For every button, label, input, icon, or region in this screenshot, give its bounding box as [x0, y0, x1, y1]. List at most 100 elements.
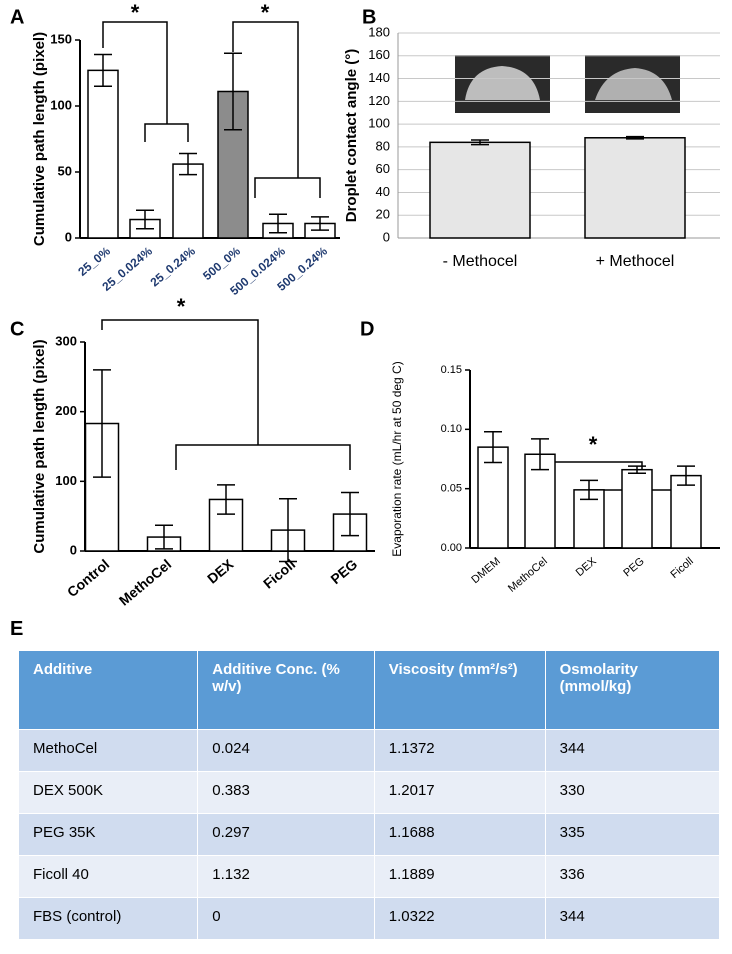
panel-label: C: [10, 318, 24, 340]
x-tick-label: DMEM: [469, 555, 502, 586]
table-cell: DEX 500K: [17, 771, 199, 814]
y-axis-label: Cumulative path length (pixel): [31, 339, 48, 553]
y-tick-label: 100: [368, 116, 390, 131]
y-tick-label: 40: [376, 184, 390, 199]
y-axis-label: Evaporation rate (mL/hr at 50 deg C): [390, 361, 404, 556]
panel-label: D: [360, 318, 374, 340]
error-bar: [580, 479, 598, 501]
significance-star: *: [131, 0, 140, 25]
panel-label: E: [10, 618, 24, 640]
table-cell: 1.0322: [373, 897, 546, 940]
error-bar: [484, 430, 502, 464]
y-tick-label: 0.05: [441, 483, 462, 495]
y-tick-label: 200: [55, 403, 77, 418]
error-bar: [626, 135, 644, 140]
significance-star: *: [261, 0, 270, 25]
table-row: DEX 500K 0.383 1.2017 330: [17, 771, 721, 814]
header-cell: Viscosity (mm²/s²): [373, 650, 546, 730]
error-bar: [279, 498, 297, 563]
error-bar: [155, 524, 173, 550]
significance-star: *: [589, 432, 598, 457]
header-cell: Additive Conc. (% w/v): [197, 650, 375, 730]
table-cell: 1.1688: [373, 813, 546, 856]
error-bar: [471, 139, 489, 146]
table-cell: 1.132: [197, 855, 375, 898]
x-tick-label: Control: [64, 556, 112, 600]
bar: [87, 69, 119, 239]
y-tick-label: 120: [368, 93, 390, 108]
error-bar: [628, 465, 646, 474]
table-row: MethoCel 0.024 1.1372 344: [17, 729, 721, 772]
x-tick-label: DEX: [204, 555, 237, 586]
x-tick-label: 25_0.24%: [148, 244, 199, 290]
table-cell: Ficoll 40: [17, 855, 199, 898]
table-cell: MethoCel: [17, 729, 199, 772]
table-cell: 1.1372: [373, 729, 546, 772]
x-tick-label: 25_0%: [75, 244, 113, 279]
error-bar: [269, 213, 287, 234]
y-tick-label: 140: [368, 70, 390, 85]
y-tick-label: 160: [368, 47, 390, 62]
y-axis-label: Droplet contact angle (°): [343, 49, 360, 223]
error-bar: [677, 465, 695, 486]
header-row: Additive Additive Conc. (% w/v) Viscosity …: [17, 650, 721, 730]
error-bar: [341, 491, 359, 537]
table-cell: 335: [544, 813, 721, 856]
y-tick-label: 100: [55, 473, 77, 488]
panel-label: A: [10, 6, 24, 28]
table-body: MethoCel 0.024 1.1372 344 DEX 500K 0.383 1.201…: [17, 729, 721, 940]
y-tick-label: 0: [65, 229, 72, 244]
table-cell: 0: [197, 897, 375, 940]
table-cell: 1.1889: [373, 855, 546, 898]
panel-label: B: [362, 6, 376, 28]
additive-table: Additive Additive Conc. (% w/v) Viscosity …: [17, 650, 721, 940]
x-tick-label: PEG: [327, 556, 360, 587]
table-cell: 330: [544, 771, 721, 814]
table-cell: PEG 35K: [17, 813, 199, 856]
table-row: FBS (control) 0 1.0322 344: [17, 897, 721, 940]
x-tick-label: DEX: [574, 555, 600, 579]
x-tick-label: 500_0%: [200, 244, 243, 283]
x-tick-label: MethoCel: [116, 556, 175, 609]
bar: [172, 163, 204, 239]
table-cell: FBS (control): [17, 897, 199, 940]
bar: [621, 468, 653, 549]
table-cell: 0.297: [197, 813, 375, 856]
table-cell: 0.024: [197, 729, 375, 772]
table-cell: 344: [544, 729, 721, 772]
table-cell: 336: [544, 855, 721, 898]
y-tick-label: 0.15: [441, 364, 462, 376]
error-bar: [93, 369, 111, 478]
y-tick-label: 300: [55, 333, 77, 348]
error-bar: [224, 52, 242, 131]
droplet-photos: [455, 55, 680, 113]
header-cell: Osmolarity (mmol/kg): [544, 650, 721, 730]
bar: [584, 137, 686, 239]
y-axis-label: Cumulative path length (pixel): [31, 32, 48, 246]
y-tick-label: 0.10: [441, 423, 462, 435]
significance-star: *: [177, 294, 186, 319]
y-tick-label: 20: [376, 207, 390, 222]
y-tick-label: 180: [368, 24, 390, 39]
table-cell: 1.2017: [373, 771, 546, 814]
table-cell: 344: [544, 897, 721, 940]
x-tick-label: MethoCel: [506, 555, 550, 594]
header-cell: Additive: [17, 650, 199, 730]
error-bar: [217, 484, 235, 515]
table-row: PEG 35K 0.297 1.1688 335: [17, 813, 721, 856]
x-tick-label: + Methocel: [596, 253, 675, 270]
error-bar: [179, 152, 197, 176]
error-bar: [94, 53, 112, 87]
y-tick-label: 80: [376, 138, 390, 153]
y-tick-label: 100: [50, 97, 72, 112]
y-tick-label: 50: [58, 163, 72, 178]
error-bar: [311, 216, 329, 231]
bar: [670, 474, 702, 549]
table-row: Ficoll 40 1.132 1.1889 336: [17, 855, 721, 898]
x-tick-label: PEG: [621, 555, 647, 579]
y-tick-label: 0: [70, 542, 77, 557]
y-tick-label: 0.00: [441, 542, 462, 554]
table-cell: 0.383: [197, 771, 375, 814]
bar: [429, 141, 531, 239]
y-tick-label: 60: [376, 161, 390, 176]
